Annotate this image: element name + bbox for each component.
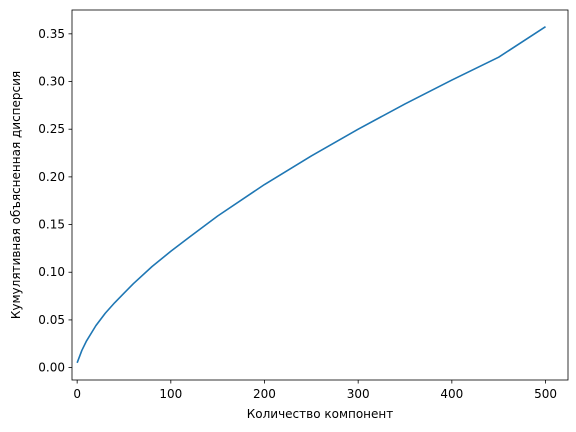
y-tick-label: 0.30: [38, 75, 65, 89]
plot-frame: [71, 9, 569, 381]
y-tick-label: 0.25: [38, 122, 65, 136]
x-tick-label: 300: [347, 387, 370, 401]
x-tick-label: 100: [159, 387, 182, 401]
y-axis: 0.00 0.05 0.10 0.15 0.20 0.25 0.30 0.35: [38, 27, 72, 375]
y-axis-label: Кумулятивная объясненная дисперсия: [9, 71, 23, 319]
y-tick-label: 0.20: [38, 170, 65, 184]
x-tick-label: 0: [73, 387, 81, 401]
x-axis-label: Количество компонент: [247, 407, 394, 421]
x-tick-label: 500: [534, 387, 557, 401]
x-tick-label: 400: [440, 387, 463, 401]
y-tick-label: 0.35: [38, 27, 65, 41]
x-axis: 0 100 200 300 400 500: [73, 380, 557, 401]
plot-area: [76, 26, 546, 364]
x-tick-label: 200: [253, 387, 276, 401]
y-tick-label: 0.10: [38, 265, 65, 279]
y-tick-label: 0.00: [38, 361, 65, 375]
y-tick-label: 0.15: [38, 218, 65, 232]
y-tick-label: 0.05: [38, 313, 65, 327]
series-line: [76, 26, 546, 364]
